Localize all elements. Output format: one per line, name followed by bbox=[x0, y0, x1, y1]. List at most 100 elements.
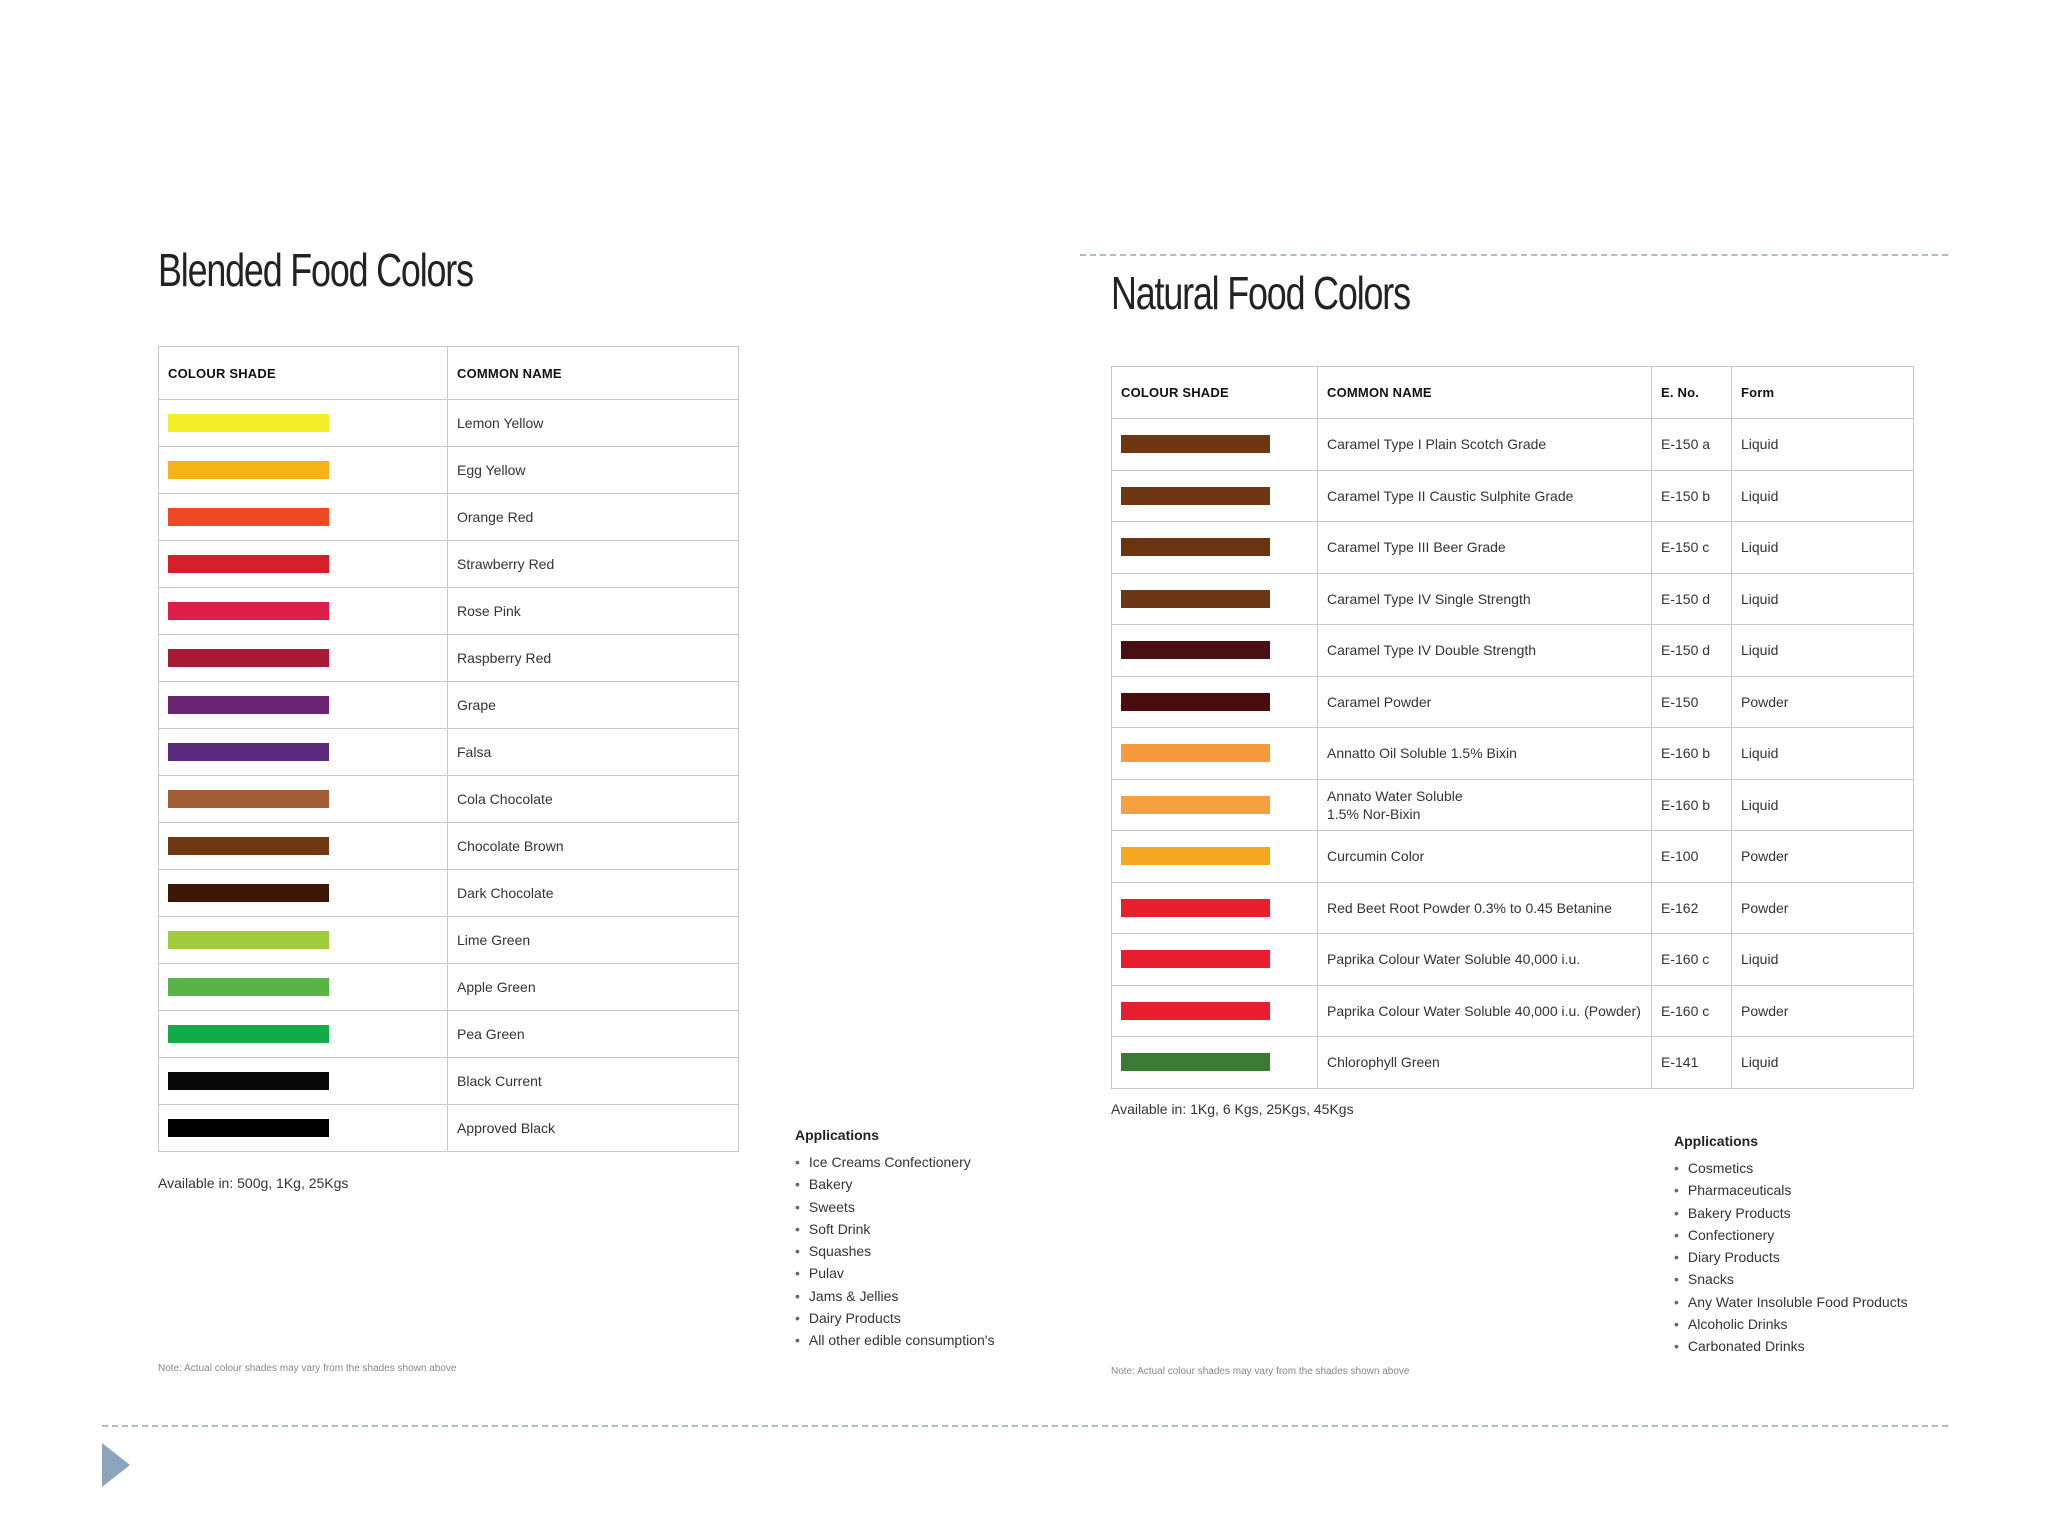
header-colour-shade: COLOUR SHADE bbox=[158, 346, 448, 400]
colour-swatch bbox=[1121, 1053, 1270, 1072]
table-row: Apple Green bbox=[158, 963, 739, 1011]
colour-shade-cell bbox=[1111, 984, 1318, 1037]
form-cell: Liquid bbox=[1731, 933, 1914, 986]
form-cell: Liquid bbox=[1731, 572, 1914, 625]
natural-availability: Available in: 1Kg, 6 Kgs, 25Kgs, 45Kgs bbox=[1111, 1101, 1354, 1117]
colour-shade-cell bbox=[1111, 881, 1318, 934]
table-row: Rose Pink bbox=[158, 587, 739, 635]
common-name-cell: Caramel Type IV Double Strength bbox=[1317, 624, 1652, 677]
colour-swatch bbox=[1121, 950, 1270, 969]
common-name-cell: Falsa bbox=[447, 728, 739, 776]
colour-shade-cell bbox=[1111, 572, 1318, 625]
colour-swatch bbox=[168, 649, 329, 667]
e-number-cell: E-160 b bbox=[1651, 727, 1732, 780]
table-row: Raspberry Red bbox=[158, 634, 739, 682]
table-row: Black Current bbox=[158, 1057, 739, 1105]
colour-swatch bbox=[168, 555, 329, 573]
common-name-cell: Orange Red bbox=[447, 493, 739, 541]
colour-swatch bbox=[1121, 744, 1270, 763]
table-row: Dark Chocolate bbox=[158, 869, 739, 917]
e-number-cell: E-160 c bbox=[1651, 984, 1732, 1037]
colour-shade-cell bbox=[158, 775, 448, 823]
colour-shade-cell bbox=[158, 399, 448, 447]
list-item: Any Water Insoluble Food Products bbox=[1674, 1291, 1908, 1313]
form-cell: Liquid bbox=[1731, 418, 1914, 471]
form-cell: Liquid bbox=[1731, 727, 1914, 780]
list-item: Ice Creams Confectionery bbox=[795, 1151, 994, 1173]
colour-swatch bbox=[168, 837, 329, 855]
common-name-cell: Caramel Type I Plain Scotch Grade bbox=[1317, 418, 1652, 471]
top-right-divider bbox=[1080, 254, 1948, 256]
list-item: Alcoholic Drinks bbox=[1674, 1313, 1908, 1335]
common-name-cell: Caramel Powder bbox=[1317, 675, 1652, 728]
list-item: Pulav bbox=[795, 1262, 994, 1284]
table-row: Approved Black bbox=[158, 1104, 739, 1152]
blended-applications-list: Ice Creams ConfectioneryBakerySweetsSoft… bbox=[795, 1151, 995, 1352]
common-name-cell: Approved Black bbox=[447, 1104, 739, 1152]
header-common-name: COMMON NAME bbox=[447, 346, 739, 400]
e-number-cell: E-162 bbox=[1651, 881, 1732, 934]
colour-shade-cell bbox=[158, 1104, 448, 1152]
colour-shade-cell bbox=[1111, 830, 1318, 883]
form-cell: Liquid bbox=[1731, 521, 1914, 574]
colour-shade-cell bbox=[158, 587, 448, 635]
colour-swatch bbox=[1121, 692, 1270, 711]
table-row: Curcumin Color E-100 Powder bbox=[1111, 830, 1914, 883]
common-name-cell: Annatto Oil Soluble 1.5% Bixin bbox=[1317, 727, 1652, 780]
form-cell: Powder bbox=[1731, 984, 1914, 1037]
form-cell: Powder bbox=[1731, 675, 1914, 728]
colour-shade-cell bbox=[158, 822, 448, 870]
table-row: Lemon Yellow bbox=[158, 399, 739, 447]
list-item: Confectionery bbox=[1674, 1224, 1908, 1246]
table-row: Strawberry Red bbox=[158, 540, 739, 588]
colour-swatch bbox=[168, 461, 329, 479]
list-item: Pharmaceuticals bbox=[1674, 1179, 1908, 1201]
colour-swatch bbox=[1121, 435, 1270, 454]
common-name-cell: Paprika Colour Water Soluble 40,000 i.u.… bbox=[1317, 984, 1652, 1037]
table-row: Lime Green bbox=[158, 916, 739, 964]
list-item: Bakery Products bbox=[1674, 1202, 1908, 1224]
header-common-name: COMMON NAME bbox=[1317, 366, 1652, 419]
common-name-cell: Curcumin Color bbox=[1317, 830, 1652, 883]
common-name-cell: Caramel Type III Beer Grade bbox=[1317, 521, 1652, 574]
form-cell: Liquid bbox=[1731, 624, 1914, 677]
common-name-cell: Caramel Type IV Single Strength bbox=[1317, 572, 1652, 625]
form-cell: Powder bbox=[1731, 830, 1914, 883]
colour-swatch bbox=[1121, 847, 1270, 866]
common-name-cell: Chocolate Brown bbox=[447, 822, 739, 870]
common-name-cell: Dark Chocolate bbox=[447, 869, 739, 917]
natural-colors-table: COLOUR SHADE COMMON NAME E. No. Form Car… bbox=[1111, 366, 1914, 1089]
colour-swatch bbox=[1121, 589, 1270, 608]
common-name-cell: Pea Green bbox=[447, 1010, 739, 1058]
table-row: Paprika Colour Water Soluble 40,000 i.u.… bbox=[1111, 933, 1914, 986]
table-row: Caramel Type II Caustic Sulphite Grade E-… bbox=[1111, 469, 1914, 522]
table-row: Caramel Powder E-150 Powder bbox=[1111, 675, 1914, 728]
colour-swatch bbox=[168, 508, 329, 526]
table-row: Chlorophyll Green E-141 Liquid bbox=[1111, 1036, 1914, 1089]
list-item: Diary Products bbox=[1674, 1246, 1908, 1268]
common-name-cell: Annato Water Soluble 1.5% Nor-Bixin bbox=[1317, 778, 1652, 831]
colour-shade-cell bbox=[158, 963, 448, 1011]
common-name-cell: Lime Green bbox=[447, 916, 739, 964]
colour-shade-cell bbox=[158, 493, 448, 541]
common-name-cell: Grape bbox=[447, 681, 739, 729]
colour-swatch bbox=[1121, 538, 1270, 557]
common-name-cell: Cola Chocolate bbox=[447, 775, 739, 823]
colour-shade-cell bbox=[1111, 727, 1318, 780]
list-item: Bakery bbox=[795, 1173, 994, 1195]
colour-swatch bbox=[168, 743, 329, 761]
natural-disclaimer: Note: Actual colour shades may vary from… bbox=[1111, 1366, 1410, 1377]
header-colour-shade: COLOUR SHADE bbox=[1111, 366, 1318, 419]
colour-swatch bbox=[1121, 795, 1270, 814]
table-row: Grape bbox=[158, 681, 739, 729]
list-item: Sweets bbox=[795, 1196, 994, 1218]
list-item: Jams & Jellies bbox=[795, 1285, 994, 1307]
colour-shade-cell bbox=[1111, 469, 1318, 522]
list-item: Cosmetics bbox=[1674, 1157, 1908, 1179]
e-number-cell: E-150 bbox=[1651, 675, 1732, 728]
list-item: Soft Drink bbox=[795, 1218, 994, 1240]
colour-swatch bbox=[168, 1025, 329, 1043]
list-item: Dairy Products bbox=[795, 1307, 994, 1329]
common-name-cell: Raspberry Red bbox=[447, 634, 739, 682]
e-number-cell: E-150 d bbox=[1651, 572, 1732, 625]
